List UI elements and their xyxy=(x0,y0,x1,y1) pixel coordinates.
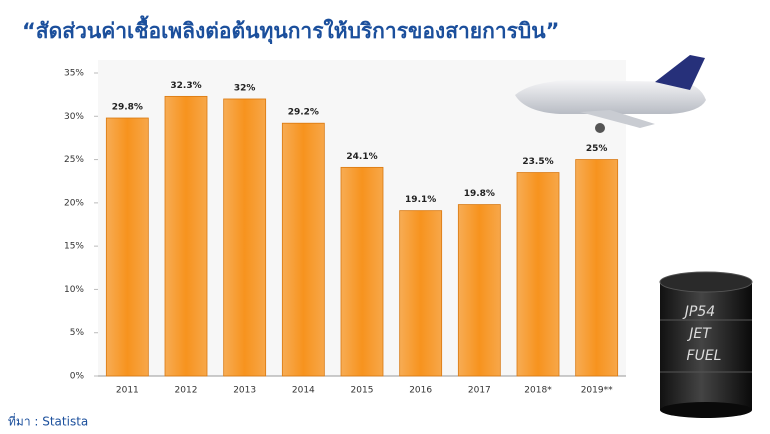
value-label: 29.2% xyxy=(288,108,319,118)
y-tick-label: 15% xyxy=(64,242,84,252)
x-tick-label: 2014 xyxy=(292,386,315,396)
bar xyxy=(457,204,501,377)
x-tick-label: 2019** xyxy=(581,386,613,396)
bar xyxy=(164,95,208,377)
bar xyxy=(575,159,619,377)
bar xyxy=(340,166,384,377)
chart-title: “สัดส่วนค่าเชื้อเพลิงต่อต้นทุนการให้บริก… xyxy=(22,15,559,45)
value-label: 23.5% xyxy=(522,157,553,167)
x-tick-label: 2011 xyxy=(116,386,139,396)
bar xyxy=(281,122,325,377)
value-label: 19.1% xyxy=(405,195,436,205)
value-label: 32.3% xyxy=(170,81,201,91)
bar xyxy=(105,117,149,377)
barrel-label: JET xyxy=(686,326,712,342)
barrel xyxy=(659,271,753,418)
x-tick-label: 2017 xyxy=(468,386,491,396)
barrel-label: FUEL xyxy=(687,348,722,364)
bar xyxy=(223,98,267,377)
y-tick-label: 20% xyxy=(64,198,84,208)
barrel-label: JP54 xyxy=(682,304,715,320)
x-tick-label: 2013 xyxy=(233,386,256,396)
x-tick-label: 2015 xyxy=(351,386,374,396)
y-tick-label: 30% xyxy=(64,112,84,122)
x-tick-label: 2012 xyxy=(175,386,198,396)
y-tick-label: 0% xyxy=(70,372,85,382)
airplane xyxy=(515,55,706,133)
x-tick-label: 2016 xyxy=(409,386,432,396)
x-tick-label: 2018* xyxy=(524,386,552,396)
bar xyxy=(516,172,560,377)
value-label: 32% xyxy=(234,83,256,93)
bar xyxy=(399,210,443,377)
y-tick-label: 10% xyxy=(64,285,84,295)
source: ที่มา : Statista xyxy=(8,413,88,429)
value-label: 19.8% xyxy=(464,189,495,199)
value-label: 25% xyxy=(586,144,608,154)
value-label: 29.8% xyxy=(112,103,143,113)
y-tick-label: 25% xyxy=(64,155,84,165)
y-tick-label: 5% xyxy=(70,328,85,338)
y-tick-label: 35% xyxy=(64,69,84,79)
value-label: 24.1% xyxy=(346,152,377,162)
